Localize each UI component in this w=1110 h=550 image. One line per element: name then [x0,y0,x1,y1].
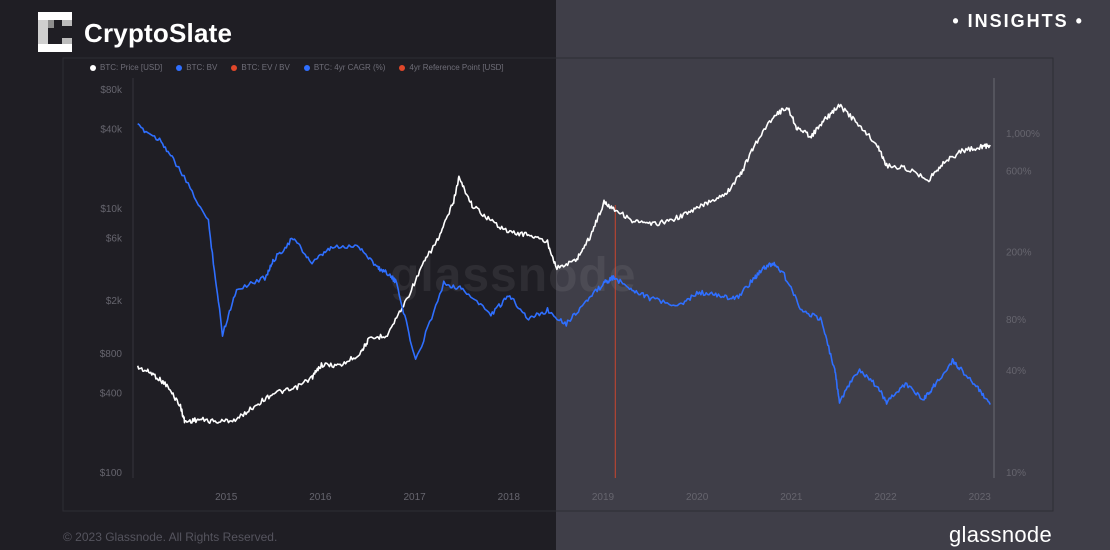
legend-label: BTC: BV [186,63,218,72]
right-axis-tick: 80% [1006,315,1026,326]
glassnode-logo: glassnode [949,522,1052,547]
x-axis-tick: 2017 [403,492,426,503]
legend-dot-icon [303,64,310,71]
legend-dot-icon [176,64,183,71]
legend-dot-icon [231,64,238,71]
left-axis-tick: $6k [106,233,123,244]
legend-label: 4yr Reference Point [USD] [409,63,504,72]
legend-item[interactable]: 4yr Reference Point [USD] [399,63,504,72]
right-axis-tick: 10% [1006,468,1026,479]
legend-item[interactable]: BTC: 4yr CAGR (%) [303,63,386,72]
insights-label: • INSIGHTS • [952,11,1084,31]
chart-frame [62,57,1054,512]
left-axis-tick: $10k [100,204,123,215]
left-axis-tick: $800 [100,349,123,360]
chart-watermark: glassnode [390,249,637,302]
x-axis-tick: 2016 [309,492,332,503]
cryptoslate-logo-icon [38,12,72,52]
highlight-panel [556,0,1110,550]
legend-dot-icon [90,64,96,71]
legend-label: BTC: EV / BV [241,63,290,72]
legend-label: BTC: Price [USD] [100,63,163,72]
legend-label: BTC: 4yr CAGR (%) [313,63,386,72]
legend-item[interactable]: BTC: BV [176,63,217,72]
x-axis-tick: 2022 [874,492,897,503]
x-axis-tick: 2015 [215,492,238,503]
x-axis-tick: 2019 [592,492,615,503]
legend-item[interactable]: BTC: EV / BV [231,63,290,72]
left-axis-tick: $80k [100,85,123,96]
right-axis-tick: 600% [1006,167,1032,178]
left-axis-tick: $400 [100,389,123,400]
right-axis-tick: 1,000% [1006,129,1040,140]
left-axis-tick: $100 [100,468,123,479]
chart-legend: BTC: Price [USD] BTC: BV BTC: EV / BV BTC: … [90,63,504,72]
left-axis-tick: $40k [100,124,123,135]
legend-dot-icon [399,64,406,71]
left-axis-tick: $2k [106,296,123,307]
series-line-price [136,103,991,424]
x-axis-tick: 2020 [686,492,709,503]
right-axis-tick: 200% [1006,247,1032,258]
x-axis-tick: 2021 [780,492,803,503]
right-axis-tick: 40% [1006,366,1026,377]
brand-name: CryptoSlate [84,18,233,48]
legend-item[interactable]: BTC: Price [USD] [90,63,162,72]
series-line-cagr [137,122,991,405]
x-axis-tick: 2023 [969,492,992,503]
x-axis-tick: 2018 [498,492,521,503]
copyright-text: © 2023 Glassnode. All Rights Reserved. [63,530,278,544]
